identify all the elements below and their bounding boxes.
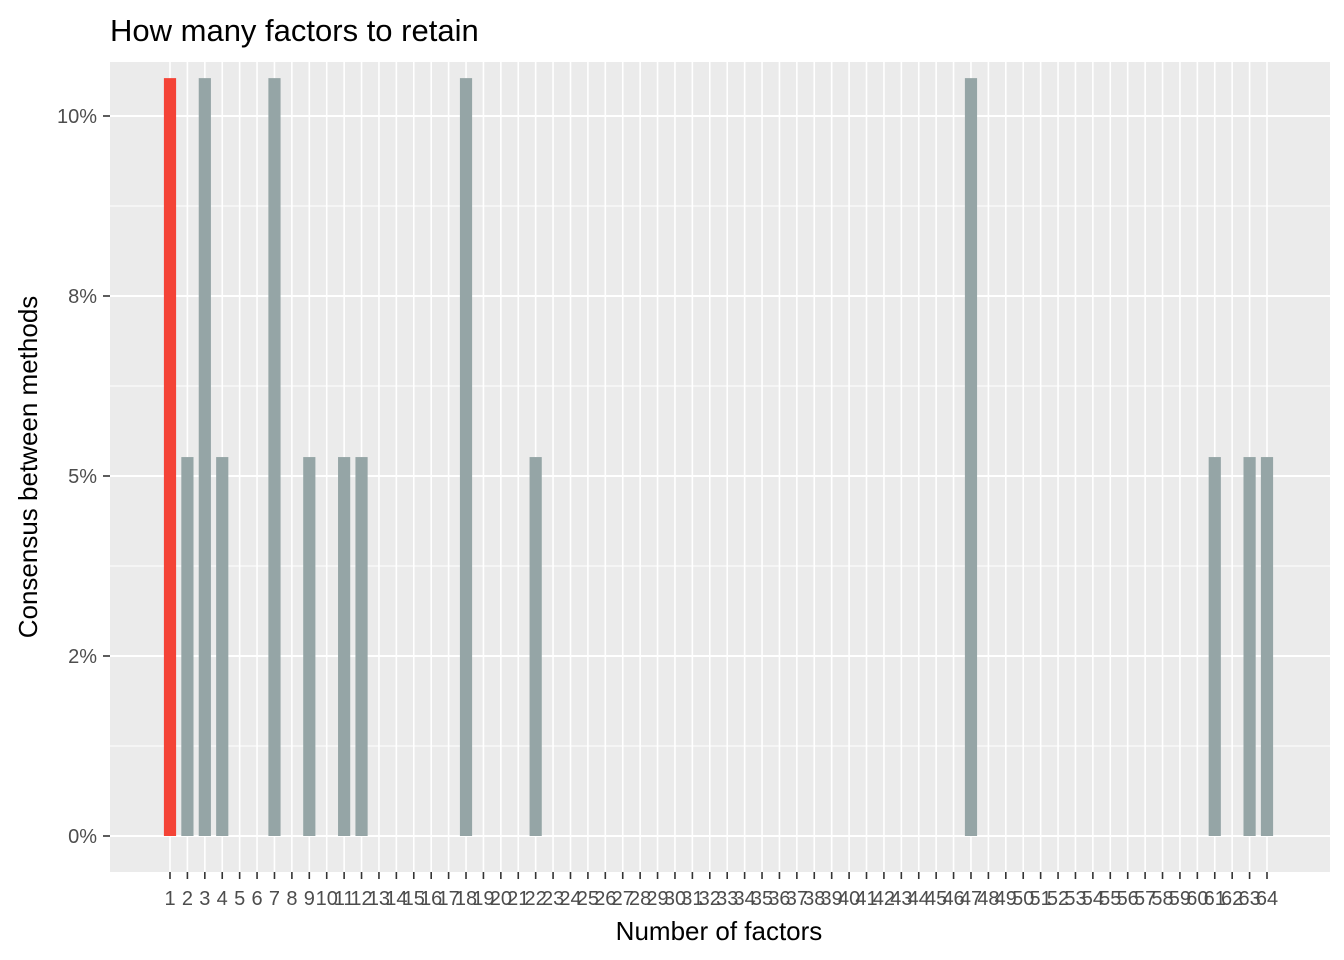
x-tick-label: 15	[403, 888, 425, 910]
x-tick-label: 24	[559, 888, 581, 910]
x-tick-label: 42	[873, 888, 895, 910]
x-tick-label: 50	[1012, 888, 1034, 910]
y-tick-label: 2%	[68, 646, 97, 668]
x-tick-label: 51	[1030, 888, 1052, 910]
y-tick-label: 5%	[68, 466, 97, 488]
bar-2	[181, 457, 194, 836]
bar-12	[355, 457, 368, 836]
x-tick-label: 25	[577, 888, 599, 910]
y-tick-label: 8%	[68, 286, 97, 308]
x-tick-label: 47	[960, 888, 982, 910]
bar-11	[338, 457, 351, 836]
bar-1	[163, 78, 177, 837]
plot-panel	[110, 62, 1330, 872]
x-tick-label: 46	[942, 888, 964, 910]
x-tick-label: 22	[525, 888, 547, 910]
x-tick-label: 58	[1151, 888, 1173, 910]
x-tick-label: 33	[716, 888, 738, 910]
x-tick-label: 18	[455, 888, 477, 910]
bar-64	[1260, 457, 1274, 836]
y-axis-label: Consensus between methods	[13, 296, 43, 639]
x-tick-label: 49	[995, 888, 1017, 910]
x-tick-label: 20	[490, 888, 512, 910]
x-tick-label: 29	[646, 888, 668, 910]
y-axis: 0% 2% 5% 8% 10%	[57, 106, 110, 848]
chart-title: How many factors to retain	[110, 13, 479, 48]
x-tick-label: 56	[1117, 888, 1139, 910]
x-axis: 1 2 3 4 5 6 7 8 9 1011121314151617181920212223242…	[164, 872, 1278, 910]
x-tick-label: 48	[977, 888, 999, 910]
x-tick-label: 8	[286, 888, 297, 910]
x-tick-label: 3	[199, 888, 210, 910]
x-tick-label: 55	[1099, 888, 1121, 910]
bar-61	[1208, 457, 1221, 836]
x-tick-label: 39	[821, 888, 843, 910]
x-tick-label: 16	[420, 888, 442, 910]
x-tick-label: 14	[385, 888, 407, 910]
x-tick-label: 63	[1238, 888, 1260, 910]
x-tick-label: 38	[803, 888, 825, 910]
x-tick-label: 60	[1186, 888, 1208, 910]
x-tick-label: 41	[855, 888, 877, 910]
x-tick-label: 64	[1256, 888, 1278, 910]
x-tick-label: 44	[908, 888, 930, 910]
bar-47	[964, 78, 978, 837]
x-tick-label: 2	[182, 888, 193, 910]
x-tick-label: 37	[786, 888, 808, 910]
x-tick-label: 30	[664, 888, 686, 910]
x-tick-label: 54	[1082, 888, 1104, 910]
bar-22	[529, 457, 542, 836]
x-tick-label: 6	[252, 888, 263, 910]
x-tick-label: 1	[164, 888, 175, 910]
x-tick-label: 43	[890, 888, 912, 910]
x-tick-label: 4	[217, 888, 228, 910]
x-tick-label: 62	[1221, 888, 1243, 910]
x-tick-label: 57	[1134, 888, 1156, 910]
x-tick-label: 61	[1204, 888, 1226, 910]
bar-9	[303, 457, 316, 836]
x-tick-label: 21	[507, 888, 529, 910]
x-tick-label: 7	[269, 888, 280, 910]
x-tick-label: 5	[234, 888, 245, 910]
x-tick-label: 59	[1169, 888, 1191, 910]
bar-7	[268, 78, 281, 837]
x-tick-label: 19	[472, 888, 494, 910]
x-tick-label: 36	[768, 888, 790, 910]
x-tick-label: 26	[594, 888, 616, 910]
bar-63	[1243, 457, 1256, 836]
y-tick-label: 10%	[57, 106, 97, 128]
x-tick-label: 9	[304, 888, 315, 910]
x-tick-label: 45	[925, 888, 947, 910]
bar-3	[198, 78, 211, 837]
bar-18	[459, 78, 473, 837]
x-tick-label: 17	[437, 888, 459, 910]
x-tick-label: 13	[368, 888, 390, 910]
x-tick-label: 52	[1047, 888, 1069, 910]
x-tick-label: 53	[1064, 888, 1086, 910]
bar-4	[216, 457, 229, 836]
x-tick-label: 34	[733, 888, 755, 910]
x-tick-label: 10	[316, 888, 338, 910]
x-tick-label: 27	[612, 888, 634, 910]
x-tick-label: 12	[350, 888, 372, 910]
y-tick-label: 0%	[68, 826, 97, 848]
x-tick-label: 32	[699, 888, 721, 910]
x-tick-label: 23	[542, 888, 564, 910]
bars	[163, 78, 1274, 837]
x-tick-label: 40	[838, 888, 860, 910]
x-tick-label: 28	[629, 888, 651, 910]
x-tick-label: 11	[334, 888, 355, 910]
x-axis-label: Number of factors	[616, 916, 823, 946]
x-tick-label: 35	[751, 888, 773, 910]
x-tick-label: 31	[681, 888, 703, 910]
